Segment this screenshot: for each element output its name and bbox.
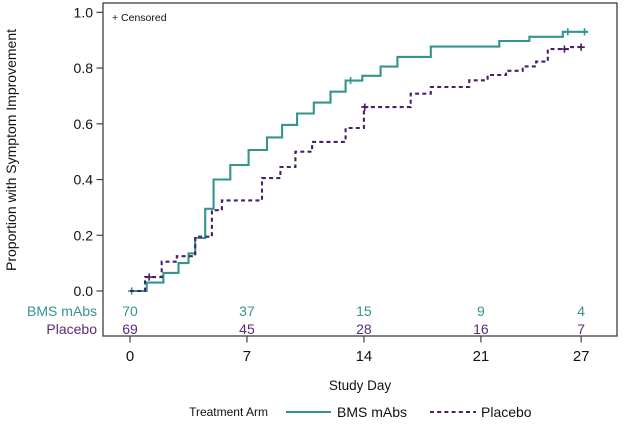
plot-frame bbox=[102, 2, 618, 337]
y-tick-label: 0.8 bbox=[74, 60, 94, 76]
censor-mark bbox=[145, 273, 153, 281]
km-curve-bms-mabs bbox=[130, 30, 588, 293]
x-tick-label: 7 bbox=[243, 348, 251, 365]
y-axis-title: Proportion with Symptom Improvement bbox=[3, 29, 19, 271]
x-tick-label: 21 bbox=[473, 348, 490, 365]
risk-row-label: BMS mAbs bbox=[27, 303, 97, 319]
y-axis-ticks: 0.0 0.2 0.4 0.6 0.8 1.0 bbox=[74, 4, 103, 299]
x-tick-label: 14 bbox=[356, 348, 373, 365]
x-axis-title: Study Day bbox=[329, 378, 392, 393]
risk-row-label: Placebo bbox=[46, 321, 97, 337]
survival-curves bbox=[128, 28, 589, 295]
y-tick-label: 1.0 bbox=[74, 4, 94, 20]
censor-mark bbox=[560, 45, 569, 53]
y-tick-label: 0.4 bbox=[74, 172, 94, 188]
risk-count: 45 bbox=[239, 321, 255, 337]
legend-title: Treatment Arm bbox=[189, 405, 268, 419]
risk-count: 9 bbox=[477, 303, 485, 319]
at-risk-table: BMS mAbs 70 37 15 9 4 Placebo 69 45 28 16 7 bbox=[27, 303, 585, 337]
censor-mark bbox=[577, 43, 585, 51]
legend-label-bms-mabs: BMS mAbs bbox=[337, 404, 407, 420]
risk-count: 7 bbox=[577, 321, 585, 337]
risk-count: 69 bbox=[122, 321, 138, 337]
risk-count: 70 bbox=[122, 303, 138, 319]
x-tick-label: 27 bbox=[573, 348, 590, 365]
risk-count: 28 bbox=[356, 321, 372, 337]
legend-label-placebo: Placebo bbox=[481, 404, 532, 420]
censored-note: + Censored bbox=[112, 12, 167, 24]
censor-mark bbox=[346, 76, 355, 85]
censor-mark bbox=[361, 103, 369, 111]
risk-count: 4 bbox=[577, 303, 585, 319]
km-curve-placebo bbox=[130, 46, 585, 293]
censor-mark bbox=[564, 28, 572, 36]
censor-mark bbox=[580, 28, 589, 36]
y-tick-label: 0.0 bbox=[74, 283, 94, 299]
risk-count: 37 bbox=[239, 303, 255, 319]
y-tick-label: 0.2 bbox=[74, 227, 94, 243]
risk-count: 15 bbox=[356, 303, 372, 319]
x-tick-label: 0 bbox=[126, 348, 134, 365]
risk-count: 16 bbox=[473, 321, 489, 337]
y-tick-label: 0.6 bbox=[74, 116, 94, 132]
x-axis-ticks: 0 7 14 21 27 bbox=[126, 336, 590, 365]
